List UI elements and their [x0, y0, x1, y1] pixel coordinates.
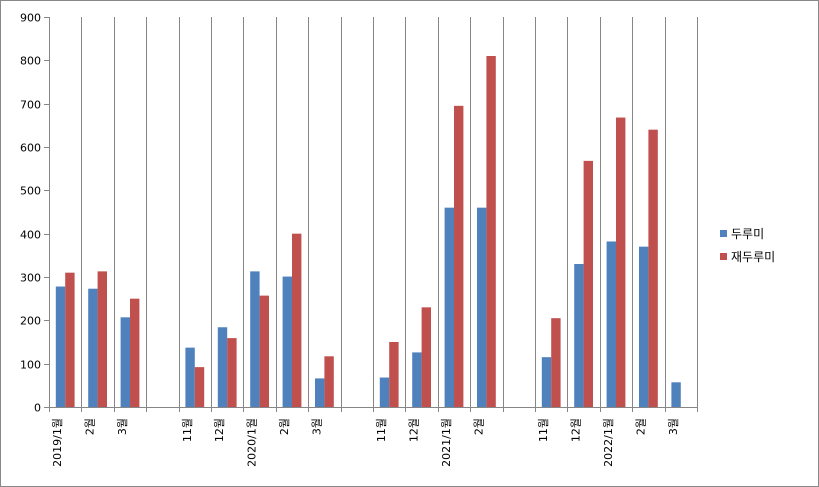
bar-series2	[97, 271, 107, 407]
bar-series1	[574, 264, 584, 407]
x-category-label: 3월	[667, 418, 680, 435]
bar-series1	[250, 271, 260, 407]
y-tick-label: 500	[20, 185, 41, 198]
bar-series2	[551, 318, 561, 407]
axes: 0 100 200 300 400 500 600 700 800 900 2019/1월 2월 3월 1…	[20, 12, 698, 467]
legend-swatch	[720, 253, 727, 260]
bar-series2	[421, 307, 431, 407]
x-category-label: 12월	[408, 418, 421, 442]
bar-series1	[379, 377, 390, 407]
x-category-label: 12월	[570, 418, 583, 442]
bar-series2	[324, 356, 334, 407]
bar-series1	[444, 207, 454, 407]
bar-series2	[389, 342, 399, 407]
bar-series1	[671, 382, 681, 407]
bar-series1	[217, 327, 228, 407]
y-tick-label: 800	[20, 55, 41, 68]
x-category-label: 2월	[634, 418, 647, 435]
y-tick-label: 100	[20, 359, 41, 372]
bar-series2	[194, 367, 205, 407]
x-category-label: 3월	[116, 418, 129, 435]
x-category-label: 2022/1월	[602, 418, 615, 467]
bar-series1	[606, 241, 616, 407]
x-category-label: 2020/1월	[246, 418, 259, 467]
legend-label: 재두루미	[731, 250, 775, 264]
bar-series2	[259, 295, 269, 407]
x-category-label: 11월	[537, 418, 550, 442]
x-category-label: 2021/1월	[440, 418, 453, 467]
bar-series2	[583, 160, 593, 407]
legend-swatch	[720, 230, 727, 237]
legend-label: 두루미	[731, 227, 764, 241]
bar-series1	[282, 276, 292, 407]
gridlines	[81, 17, 698, 407]
bar-series2	[292, 233, 302, 407]
y-tick-label: 900	[20, 12, 41, 25]
y-tick-label: 0	[34, 402, 41, 415]
x-category-label: 2019/1월	[51, 418, 64, 467]
x-category-label: 3월	[310, 418, 323, 435]
bar-series1	[477, 207, 487, 407]
bar-series2	[65, 272, 75, 407]
bar-series1	[88, 288, 98, 407]
bar-series1	[412, 352, 422, 407]
bar-series2	[648, 129, 658, 408]
y-tick-label: 400	[20, 229, 41, 242]
x-category-label: 2월	[278, 418, 291, 435]
bar-series1	[541, 357, 552, 407]
bar-series1	[55, 286, 66, 407]
y-tick-label: 300	[20, 272, 41, 285]
bar-series2	[227, 338, 237, 407]
y-tick-label: 600	[20, 142, 41, 155]
x-category-label: 2월	[472, 418, 485, 435]
x-category-label: 2월	[84, 418, 97, 435]
bar-series2	[486, 56, 496, 407]
bar-series1	[639, 246, 649, 407]
bars	[55, 56, 681, 408]
bar-series1	[315, 378, 325, 407]
bar-series2	[616, 117, 626, 407]
x-category-label: 12월	[213, 418, 226, 442]
bar-series2	[454, 105, 464, 407]
bar-series1	[120, 317, 130, 407]
y-tick-label: 200	[20, 315, 41, 328]
x-category-label: 11월	[181, 418, 194, 442]
x-category-label: 11월	[375, 418, 388, 442]
y-tick-label: 700	[20, 99, 41, 112]
bar-series2	[130, 298, 140, 407]
bar-series1	[185, 347, 195, 407]
